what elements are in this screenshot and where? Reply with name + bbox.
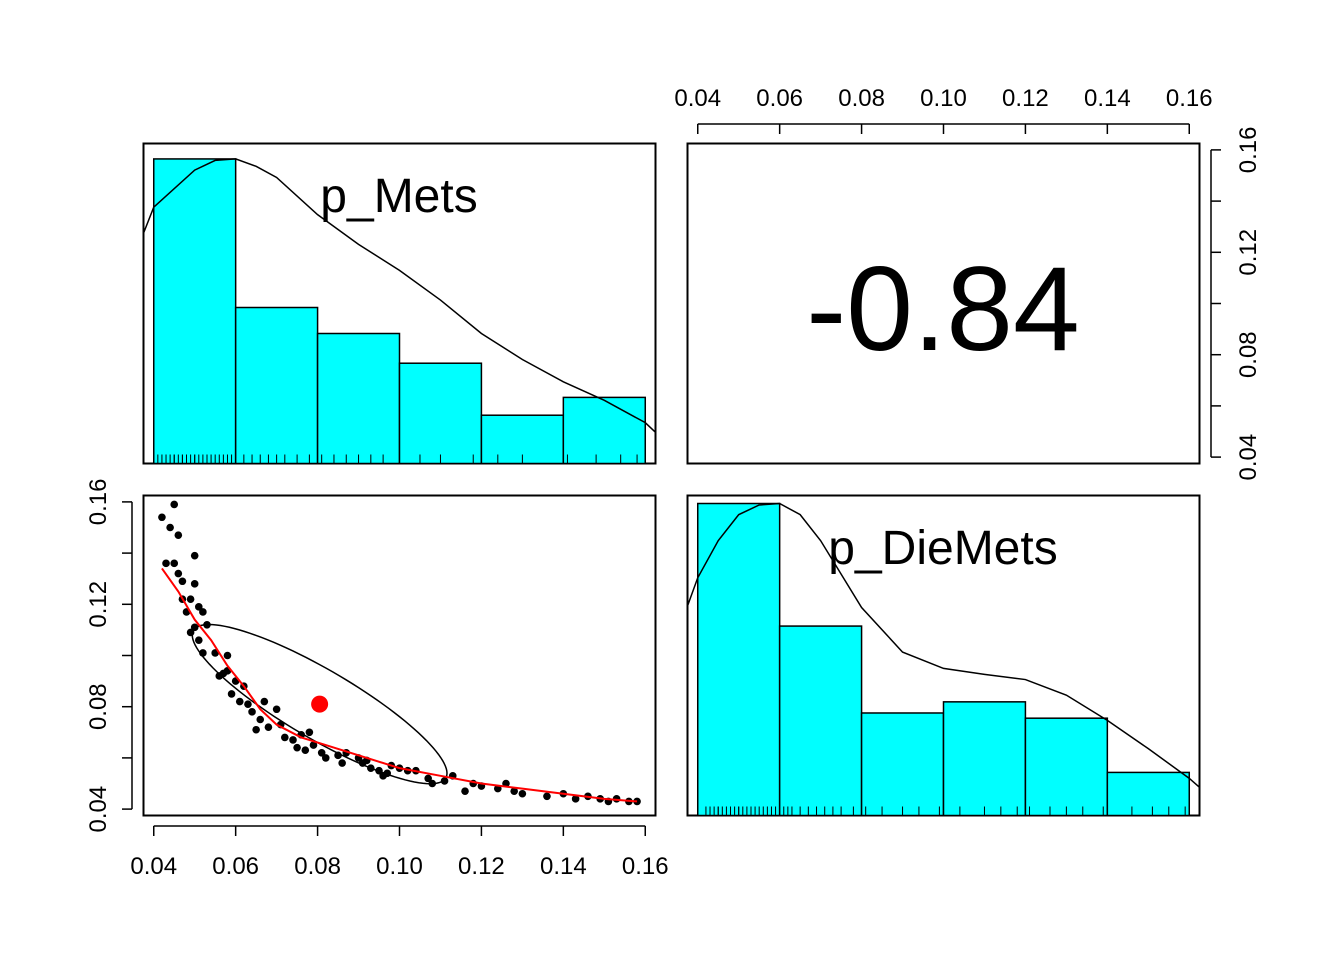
- p-mets-bar: [234, 306, 319, 465]
- scatter-point: [190, 623, 199, 632]
- scatter-point: [518, 789, 527, 798]
- axis-bottom-tick-label: 0.08: [294, 853, 341, 880]
- axis-right-tick-label: 0.16: [1235, 127, 1262, 174]
- p-mets-density-curve: [142, 158, 657, 433]
- scatter-point: [289, 736, 297, 744]
- scatter-point: [301, 746, 310, 755]
- scatter-point: [162, 559, 170, 568]
- correlation-ellipse: [191, 623, 448, 785]
- scatter-point: [244, 700, 252, 708]
- scatter-point: [158, 513, 166, 522]
- p-mets-bar: [562, 396, 647, 465]
- axis-bottom-tick-label: 0.10: [376, 853, 423, 880]
- panel-frame-scatter: [142, 494, 657, 817]
- scatter-point: [170, 500, 179, 509]
- scatter-point: [510, 787, 518, 795]
- scatter-point: [170, 559, 179, 568]
- scatter-point: [461, 787, 469, 795]
- axis-left-tick-label: 0.12: [85, 581, 112, 628]
- scatter-point: [194, 603, 203, 611]
- scatter-point: [235, 697, 244, 706]
- scatter-point: [166, 523, 174, 532]
- scatter-point: [424, 774, 432, 783]
- axis-left: 0.04 0.08 0.12 0.16: [85, 479, 133, 833]
- axis-right-tick-label: 0.08: [1235, 331, 1262, 378]
- scatter-point: [190, 580, 199, 588]
- axis-top-tick-label: 0.12: [1002, 85, 1049, 112]
- histogram-p-mets: [142, 158, 657, 465]
- scatter-point: [281, 733, 289, 742]
- scatter-point: [186, 595, 195, 603]
- scatter-point: [309, 741, 318, 749]
- scatter-point: [178, 577, 187, 586]
- correlation-value: -0.84: [806, 242, 1080, 376]
- axis-top-tick-label: 0.04: [674, 85, 721, 112]
- scatter-point: [223, 651, 232, 660]
- axis-right-tick-label: 0.12: [1235, 229, 1262, 276]
- loess-smoother-line: [161, 567, 638, 803]
- scatter-point: [260, 697, 269, 706]
- scatter-point: [571, 795, 580, 803]
- scatter-point: [174, 569, 183, 578]
- axis-bottom-tick-label: 0.06: [212, 853, 259, 880]
- scatter-point: [272, 705, 281, 714]
- scatter-point: [317, 748, 326, 757]
- axis-bottom-tick-label: 0.16: [622, 853, 669, 880]
- scatter-point: [248, 708, 256, 716]
- scatter-point: [305, 728, 314, 737]
- axis-right-tick-label: 0.04: [1235, 434, 1262, 481]
- scatter-point: [543, 792, 551, 801]
- axis-left-tick-label: 0.16: [85, 479, 112, 526]
- variable-label-p-diemets: p_DieMets: [828, 522, 1057, 575]
- axis-right: 0.04 0.08 0.12 0.16: [1210, 127, 1262, 481]
- scatter-point: [256, 715, 265, 724]
- scatter-point: [440, 777, 449, 785]
- scatter-point: [199, 608, 207, 616]
- scatter-point: [174, 531, 183, 539]
- axis-top-tick-label: 0.14: [1084, 85, 1131, 112]
- axis-bottom: 0.04 0.06 0.08 0.10 0.12 0.14 0.16: [130, 825, 669, 880]
- axis-top-tick-label: 0.16: [1166, 85, 1213, 112]
- axis-top-tick-label: 0.08: [838, 85, 885, 112]
- centroid-point: [311, 695, 329, 713]
- scatter-point: [321, 754, 330, 762]
- scatter-point: [227, 690, 236, 698]
- p-diemets-bar: [696, 502, 781, 817]
- axis-bottom-tick-label: 0.12: [458, 853, 505, 880]
- p-diemets-bar: [942, 701, 1027, 817]
- variable-label-p-mets: p_Mets: [320, 170, 477, 223]
- p-mets-bar: [398, 362, 483, 465]
- p-diemets-density-curve: [686, 502, 1200, 788]
- p-diemets-bar: [778, 625, 863, 817]
- axis-left-tick-label: 0.04: [85, 786, 112, 833]
- histogram-p-diemets: [686, 502, 1200, 817]
- panel-frame-correlation: [686, 142, 1201, 465]
- p-diemets-bar: [1024, 717, 1109, 817]
- scatter-point: [194, 636, 203, 644]
- axis-top-tick-label: 0.10: [920, 85, 967, 112]
- scatter-point: [264, 723, 273, 731]
- axis-top-tick-label: 0.06: [756, 85, 803, 112]
- scatter-point: [252, 725, 260, 734]
- scatter-point: [293, 743, 301, 752]
- axis-bottom-tick-label: 0.14: [540, 853, 587, 880]
- p-diemets-bar: [860, 712, 945, 817]
- scatter-plot: [158, 500, 641, 806]
- scatter-point: [215, 672, 224, 680]
- p-diemets-bar: [1106, 771, 1191, 817]
- scatter-point: [190, 551, 199, 560]
- p-mets-bar: [316, 332, 401, 465]
- scatter-point: [338, 759, 346, 767]
- axis-bottom-tick-label: 0.04: [130, 853, 177, 880]
- axis-top: 0.04 0.06 0.08 0.10 0.12 0.14 0.16: [674, 85, 1213, 134]
- p-mets-bar: [152, 158, 237, 465]
- axis-left-tick-label: 0.08: [85, 683, 112, 730]
